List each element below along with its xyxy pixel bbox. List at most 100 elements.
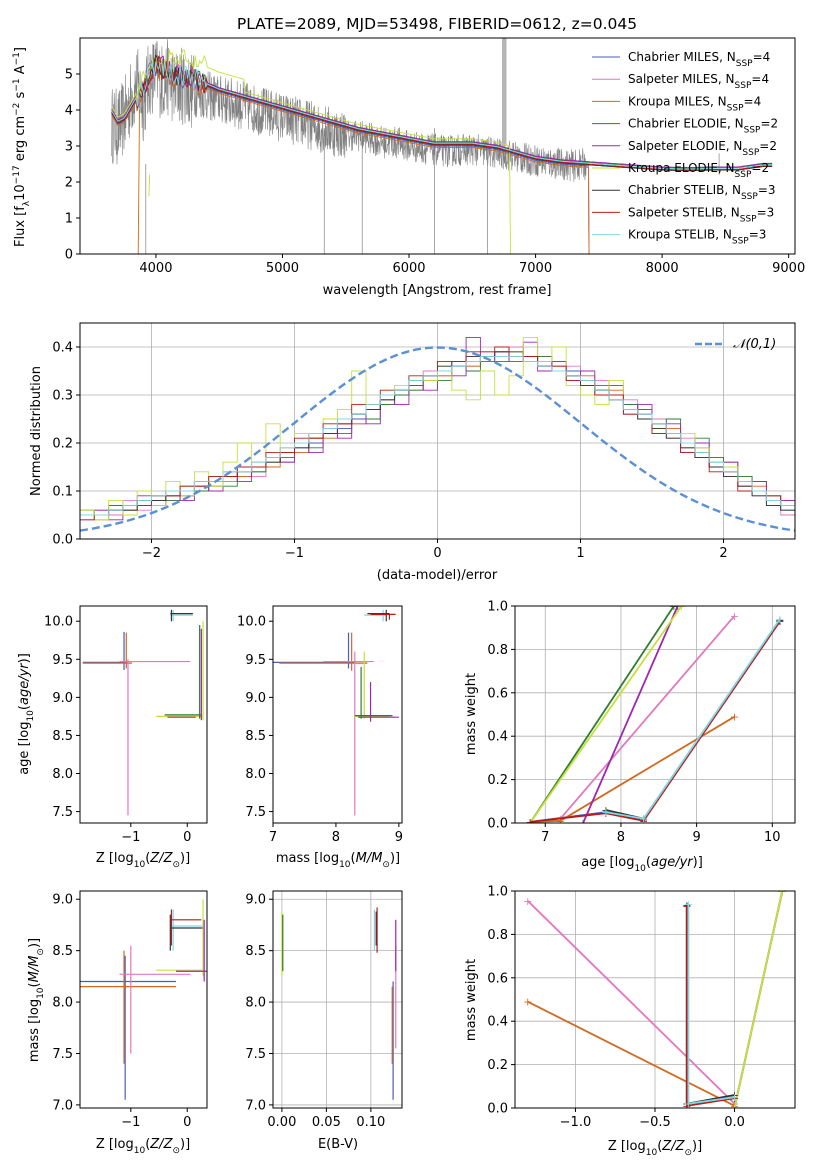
y-tick-label: 0.0 xyxy=(487,817,508,832)
y-tick-label: 9.0 xyxy=(245,691,266,706)
plot-area xyxy=(80,899,207,1100)
weight-line xyxy=(685,905,735,1105)
normal-curve xyxy=(80,346,795,532)
legend: Chabrier MILES, NSSP=4 Salpeter MILES, NS… xyxy=(592,50,778,247)
axes-frame xyxy=(79,890,208,1109)
weight-marker: + xyxy=(601,806,610,819)
weight-marker: + xyxy=(775,615,784,628)
z-weight-panel: ++++++++++++++++++++++−1.0 −0.5 0.0 0.0 0.2 0… xyxy=(464,885,796,1158)
weight-marker: + xyxy=(775,613,784,626)
x-tick-label: −1 xyxy=(121,830,140,845)
x-tick-label: −2 xyxy=(142,546,161,561)
legend-label: Chabrier STELIB, NSSP=3 xyxy=(628,183,776,202)
mass-age-panel: 7 8 9 7.5 8.0 8.5 9.0 9.5 10.0 mass [log10(M/M⊙)] xyxy=(237,605,403,870)
y-tick-label: 3 xyxy=(65,140,73,155)
weight-line xyxy=(529,620,781,823)
y-tick-label: 0.8 xyxy=(487,643,508,658)
ebv-mass-panel: 0.00 0.05 0.10 7.0 7.5 8.0 8.5 9.0 E(B-V) xyxy=(245,890,403,1152)
y-tick-label: 0.2 xyxy=(487,1058,508,1073)
x-tick-label: 0.10 xyxy=(356,1115,385,1130)
y-tick-label: 0.8 xyxy=(487,928,508,943)
y-tick-label: 9.5 xyxy=(52,653,73,668)
y-tick-label: 7.0 xyxy=(245,1098,266,1113)
model-dip xyxy=(148,174,151,197)
observed-spectrum xyxy=(111,39,587,182)
x-tick-label: 10 xyxy=(764,830,781,845)
y-tick-label: 0.2 xyxy=(487,773,508,788)
residual-panel: −2 −1 0 1 2 0.0 0.1 0.2 0.3 0.4 𝒩(0,1) (data-model)… xyxy=(29,322,796,583)
weight-line xyxy=(527,900,736,1105)
model-spectrum xyxy=(111,55,773,171)
legend-label: 𝒩(0,1) xyxy=(733,337,776,352)
y-tick-label: 10.0 xyxy=(237,615,266,630)
y-axis-label: Normed distribution xyxy=(29,366,44,496)
y-axis-label: mass weight xyxy=(464,959,479,1041)
weight-marker: + xyxy=(601,804,610,817)
y-tick-label: 7.5 xyxy=(52,805,73,820)
legend-label: Salpeter MILES, NSSP=4 xyxy=(628,72,769,91)
model-spectrum xyxy=(111,54,773,172)
y-tick-label: 8.5 xyxy=(52,729,73,744)
y-tick-label: 5 xyxy=(65,68,73,83)
chart-title: PLATE=2089, MJD=53498, FIBERID=0612, z=0… xyxy=(237,15,637,33)
weight-marker: + xyxy=(639,813,648,826)
legend-label: Salpeter ELODIE, NSSP=2 xyxy=(628,139,777,158)
weight-marker: + xyxy=(730,610,739,623)
x-tick-label: −1.0 xyxy=(560,1115,592,1130)
y-axis-label: age [log10(age/yr)] xyxy=(17,653,36,775)
weight-line xyxy=(529,620,781,823)
weight-marker: + xyxy=(682,900,691,913)
y-tick-label: 9.5 xyxy=(245,653,266,668)
weight-marker: + xyxy=(730,1091,739,1104)
y-tick-label: 8.0 xyxy=(245,996,266,1011)
x-tick-label: 9 xyxy=(692,830,700,845)
plot-area: ++++++++++++++++++++++ xyxy=(515,885,795,1111)
axes-frame xyxy=(272,605,403,824)
axes-frame xyxy=(79,605,208,824)
x-tick-label: −1 xyxy=(121,1115,140,1130)
axes-frame xyxy=(514,605,796,824)
y-tick-label: 0.0 xyxy=(487,1102,508,1117)
y-tick-label: 9.0 xyxy=(52,691,73,706)
x-axis-label: (data-model)/error xyxy=(377,568,498,583)
age-weight-panel: +++++ +++ ++++++++++++++++++7 8 9 10 0.0 0.2 0.4… xyxy=(464,600,796,874)
y-tick-label: 0.3 xyxy=(52,389,73,404)
y-tick-label: 8.0 xyxy=(52,767,73,782)
weight-line xyxy=(582,606,679,823)
y-tick-label: 8.5 xyxy=(52,944,73,959)
x-tick-label: 7 xyxy=(541,830,549,845)
x-tick-label: 0 xyxy=(183,1115,191,1130)
weight-marker: + xyxy=(682,899,691,912)
y-tick-label: 8.5 xyxy=(245,729,266,744)
weight-marker: + xyxy=(669,600,678,613)
x-tick-label: 9 xyxy=(395,830,403,845)
legend-label: Salpeter STELIB, NSSP=3 xyxy=(628,205,774,224)
y-tick-label: 8.0 xyxy=(52,996,73,1011)
weight-marker: + xyxy=(778,885,787,898)
weight-line xyxy=(529,606,675,823)
x-axis-label: Z [log10(Z/Z⊙)] xyxy=(608,1139,702,1158)
y-tick-label: 0.4 xyxy=(487,1015,508,1030)
y-tick-label: 0.0 xyxy=(52,533,73,548)
x-axis-label: mass [log10(M/M⊙)] xyxy=(276,851,400,870)
y-tick-label: 8.0 xyxy=(245,767,266,782)
weight-marker: + xyxy=(526,816,535,829)
grid xyxy=(80,323,795,539)
axes-frame xyxy=(272,890,403,1109)
weight-marker: + xyxy=(684,1098,693,1111)
weight-marker: + xyxy=(523,895,532,908)
plot-area xyxy=(273,891,402,1108)
grid xyxy=(515,606,795,823)
legend-label: Kroupa ELODIE, NSSP=2 xyxy=(628,161,769,180)
z-mass-panel: −1 0 7.0 7.5 8.0 8.5 9.0 Z [log10(Z/Z⊙)] mass [l… xyxy=(27,890,208,1156)
model-spectrum xyxy=(111,59,590,254)
y-tick-label: 0.4 xyxy=(487,730,508,745)
x-tick-label: 7000 xyxy=(519,261,552,276)
weight-marker: + xyxy=(526,817,535,830)
plot-area xyxy=(82,609,204,816)
y-tick-label: 7.5 xyxy=(245,805,266,820)
x-axis-label: wavelength [Angstrom, rest frame] xyxy=(323,283,552,298)
plot-area xyxy=(273,609,399,816)
x-tick-label: −1 xyxy=(285,546,304,561)
y-tick-label: 0.4 xyxy=(52,341,73,356)
